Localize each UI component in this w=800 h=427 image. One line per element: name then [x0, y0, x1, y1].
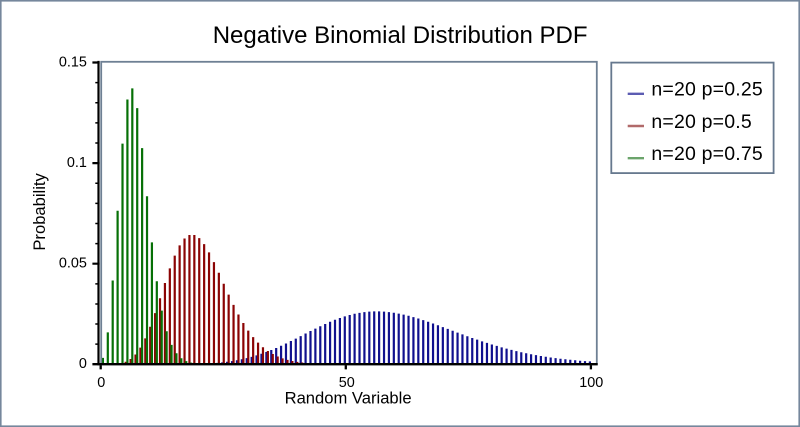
svg-text:Random Variable: Random Variable [285, 388, 412, 407]
svg-text:n=20 p=0.25: n=20 p=0.25 [651, 79, 763, 101]
svg-text:n=20 p=0.5: n=20 p=0.5 [651, 111, 751, 133]
svg-text:0: 0 [79, 356, 87, 372]
svg-text:Negative Binomial Distribution: Negative Binomial Distribution PDF [213, 22, 588, 49]
svg-text:Probability: Probability [30, 172, 49, 250]
svg-text:100: 100 [579, 375, 603, 391]
svg-text:0: 0 [97, 375, 105, 391]
svg-text:0.15: 0.15 [59, 54, 87, 70]
svg-text:50: 50 [339, 375, 355, 391]
svg-text:0.05: 0.05 [59, 256, 87, 272]
svg-text:n=20 p=0.75: n=20 p=0.75 [651, 143, 763, 165]
svg-text:0.1: 0.1 [67, 155, 87, 171]
